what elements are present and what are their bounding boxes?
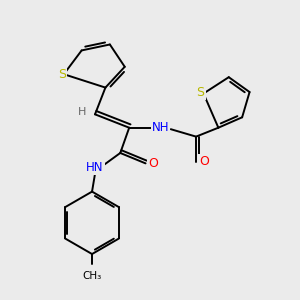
Text: S: S bbox=[196, 85, 205, 98]
Text: HN: HN bbox=[86, 161, 104, 174]
Text: S: S bbox=[58, 68, 66, 81]
Text: H: H bbox=[78, 107, 87, 117]
Text: NH: NH bbox=[152, 121, 169, 134]
Text: O: O bbox=[200, 155, 209, 168]
Text: O: O bbox=[148, 157, 158, 170]
Text: CH₃: CH₃ bbox=[82, 271, 102, 281]
